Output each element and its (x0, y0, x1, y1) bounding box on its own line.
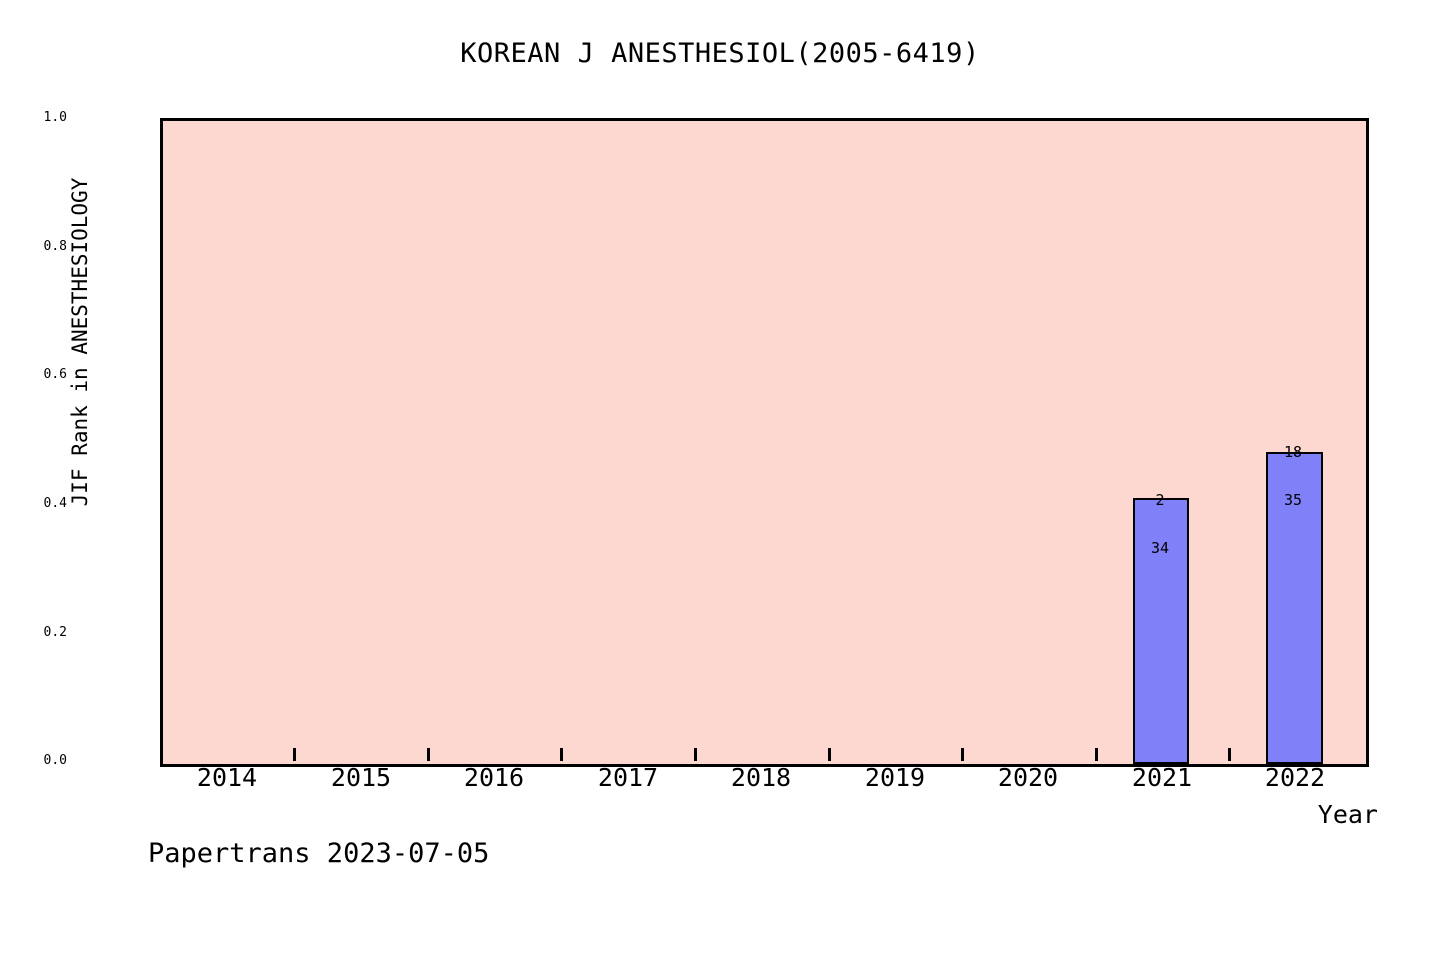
bar-label-2021-rank: 2 (1155, 491, 1165, 509)
footer-note: Papertrans 2023-07-05 (148, 838, 490, 869)
y-tick-label-0-0: 0.0 (43, 753, 67, 768)
x-tick-mark-2 (427, 748, 430, 761)
plot-inner (163, 121, 1366, 764)
x-tick-mark-5 (828, 748, 831, 761)
x-tick-mark-3 (560, 748, 563, 761)
y-tick-label-0-4: 0.4 (43, 496, 67, 511)
x-tick-mark-4 (694, 748, 697, 761)
x-tick-mark-8 (1228, 748, 1231, 761)
plot-area (160, 118, 1369, 767)
bar-2021 (1133, 498, 1189, 764)
x-tick-label-2014: 2014 (196, 763, 258, 792)
x-tick-label-2020: 2020 (997, 763, 1059, 792)
chart-title: KOREAN J ANESTHESIOL(2005-6419) (460, 38, 980, 69)
bar-2022 (1266, 452, 1323, 764)
bar-label-2021: 2 34 (1130, 460, 1190, 588)
x-tick-mark-7 (1095, 748, 1098, 761)
bar-label-2022-rank: 18 (1283, 443, 1303, 461)
x-tick-label-2018: 2018 (730, 763, 792, 792)
bar-label-2021-total: 34 (1150, 539, 1170, 557)
bar-label-2022-total: 35 (1283, 491, 1303, 509)
x-tick-label-2015: 2015 (330, 763, 392, 792)
x-axis-label: Year (1317, 800, 1378, 829)
y-tick-label-0-8: 0.8 (43, 239, 67, 254)
y-tick-label-0-2: 0.2 (43, 625, 67, 640)
x-tick-label-2021: 2021 (1131, 763, 1193, 792)
y-tick-label-1-0: 1.0 (43, 110, 67, 125)
x-tick-mark-6 (961, 748, 964, 761)
x-tick-label-2019: 2019 (864, 763, 926, 792)
x-tick-label-2016: 2016 (463, 763, 525, 792)
y-axis-label: JIF Rank in ANESTHESIOLOGY (68, 177, 92, 507)
x-tick-label-2017: 2017 (597, 763, 659, 792)
y-tick-label-0-6: 0.6 (43, 367, 67, 382)
bar-label-2022: 18 35 (1263, 412, 1323, 540)
x-tick-mark-1 (293, 748, 296, 761)
x-tick-label-2022: 2022 (1264, 763, 1326, 792)
